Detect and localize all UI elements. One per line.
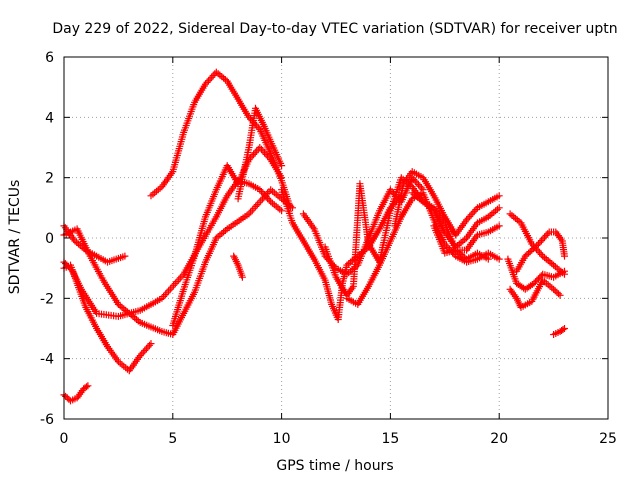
- x-axis-label: GPS time / hours: [276, 458, 393, 474]
- y-tick-label: 0: [45, 231, 54, 247]
- series-trace-s: [506, 276, 564, 311]
- series-markers: [278, 186, 405, 323]
- series-markers: [513, 228, 568, 275]
- axis-ticks: 0 5 10 15 20 25 -6 -4 -2 0 2 4 6: [40, 50, 617, 447]
- series-markers: [230, 252, 246, 281]
- series-trace-j: [278, 186, 405, 323]
- x-tick-label: 0: [60, 431, 69, 447]
- series-markers: [506, 276, 564, 311]
- series-trace-h: [230, 252, 246, 281]
- x-tick-label: 20: [490, 431, 508, 447]
- series-markers: [391, 168, 503, 239]
- series-markers: [408, 189, 503, 251]
- series-trace-q: [506, 210, 568, 278]
- x-tick-label: 5: [168, 431, 177, 447]
- series-trace-i: [234, 104, 286, 203]
- chart-title: Day 229 of 2022, Sidereal Day-to-day VTE…: [52, 21, 617, 37]
- data-points: [60, 68, 568, 405]
- y-axis-label: SDTVAR / TECUs: [7, 180, 23, 295]
- grid-lines: [64, 57, 608, 419]
- x-tick-label: 15: [381, 431, 399, 447]
- series-markers: [550, 325, 568, 338]
- series-markers: [430, 222, 503, 257]
- series-trace-o: [408, 189, 503, 251]
- series-markers: [234, 104, 286, 203]
- series-trace-r: [504, 255, 568, 293]
- x-tick-label: 25: [599, 431, 617, 447]
- series-trace-p: [430, 222, 503, 257]
- series-trace-t: [513, 228, 568, 275]
- y-tick-label: 4: [45, 110, 54, 126]
- series-markers: [506, 210, 568, 278]
- series-trace-u: [550, 325, 568, 338]
- series-trace-n: [391, 168, 503, 239]
- y-tick-label: 2: [45, 171, 54, 187]
- y-tick-label: 6: [45, 50, 54, 66]
- y-tick-label: -6: [40, 412, 54, 428]
- x-tick-label: 10: [273, 431, 291, 447]
- series-markers: [504, 255, 568, 293]
- y-tick-label: -4: [40, 352, 54, 368]
- y-tick-label: -2: [40, 291, 54, 307]
